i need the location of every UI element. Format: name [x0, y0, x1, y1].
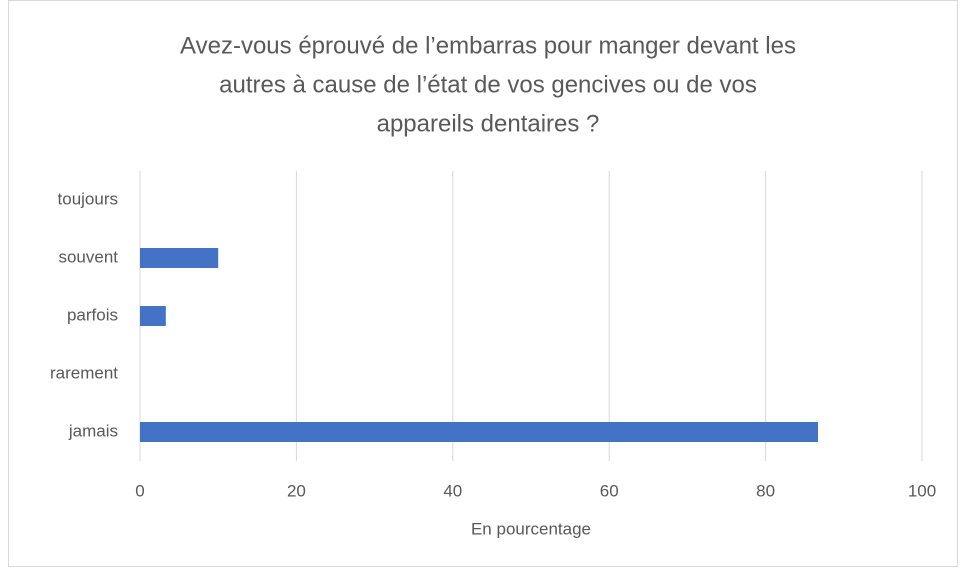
x-tick-label: 40	[443, 481, 462, 500]
y-tick-label: toujours	[58, 189, 118, 208]
chart-title: autres à cause de l’état de vos gencives…	[219, 71, 757, 98]
x-tick-label: 80	[756, 481, 775, 500]
chart-frame	[8, 0, 958, 567]
x-tick-label: 60	[600, 481, 619, 500]
x-tick-label: 20	[287, 481, 306, 500]
y-tick-label: jamais	[68, 421, 118, 440]
bar	[140, 248, 219, 268]
x-tick-label: 100	[908, 481, 936, 500]
x-tick-label: 0	[135, 481, 144, 500]
bar	[140, 422, 818, 442]
x-axis-label: En pourcentage	[471, 519, 591, 538]
y-tick-label: souvent	[58, 247, 118, 266]
chart-title: Avez-vous éprouvé de l’embarras pour man…	[180, 32, 796, 59]
y-tick-label: parfois	[67, 305, 118, 324]
y-tick-label: rarement	[50, 363, 118, 382]
bar	[140, 306, 166, 326]
chart-title: appareils dentaires ?	[377, 110, 600, 137]
